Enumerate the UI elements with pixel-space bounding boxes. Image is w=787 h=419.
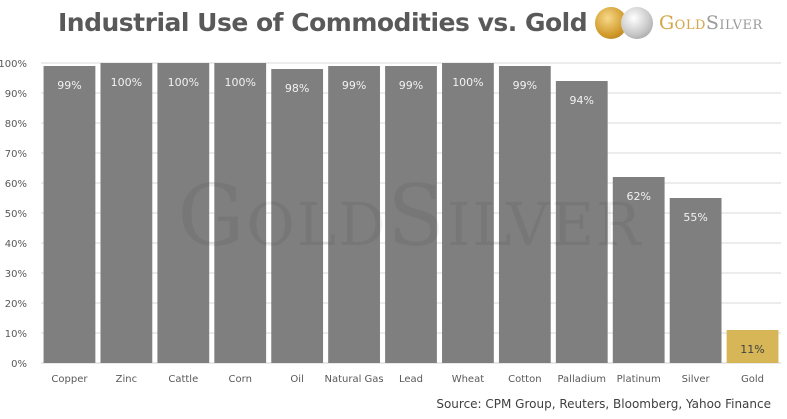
data-label: 11% (740, 343, 764, 356)
x-tick-label: Lead (399, 374, 423, 385)
y-tick-label: 100% (0, 59, 27, 70)
bar-natural-gas (328, 66, 380, 363)
bar-platinum (612, 177, 665, 363)
chart-title: Industrial Use of Commodities vs. Gold (58, 8, 588, 37)
y-tick-label: 40% (5, 239, 27, 250)
x-tick-label: Cattle (168, 374, 198, 385)
x-tick-label: Zinc (116, 374, 137, 385)
data-label: 99% (342, 79, 366, 92)
bars (43, 63, 779, 363)
data-label: 98% (285, 82, 309, 95)
bar-lead (385, 66, 437, 363)
x-tick-label: Oil (290, 374, 303, 385)
data-label: 62% (626, 190, 650, 203)
data-label: 99% (513, 79, 537, 92)
bar-copper (43, 66, 96, 363)
x-tick-label: Platinum (617, 374, 661, 385)
bar-corn (214, 63, 267, 363)
data-label: 55% (683, 211, 707, 224)
source-note: Source: CPM Group, Reuters, Bloomberg, Y… (436, 397, 771, 411)
data-label: 100% (168, 76, 199, 89)
x-tick-label: Silver (682, 374, 711, 385)
x-tick-label: Natural Gas (324, 374, 383, 385)
logo-text-gold: Gold (659, 12, 706, 34)
x-tick-label: Palladium (557, 374, 606, 385)
logo-text-silver: Silver (705, 12, 763, 34)
y-axis-labels: 0% 10% 20% 30% 40% 50% 60% 70% 80% 90% 100% (0, 59, 27, 370)
silver-coin-icon (621, 7, 653, 39)
bar-oil (271, 69, 324, 363)
bar-palladium (555, 81, 608, 363)
data-label: 99% (399, 79, 423, 92)
y-tick-label: 30% (5, 269, 27, 280)
data-labels: 99% 100% 100% 100% 98% 99% 99% 100% 99% 94% 62% 55%… (57, 76, 765, 356)
data-label: 100% (225, 76, 256, 89)
watermark: GoldSilver (177, 167, 642, 265)
x-tick-label: Gold (741, 374, 764, 385)
x-axis-labels: Copper Zinc Cattle Corn Oil Natural Gas Lead Wh… (51, 374, 764, 385)
bar-silver (669, 198, 722, 363)
y-tick-label: 50% (5, 209, 27, 220)
logo-text: GoldSilver (659, 12, 763, 34)
y-tick-label: 0% (11, 359, 27, 370)
data-label: 99% (57, 79, 81, 92)
bar-cattle (157, 63, 210, 363)
bar-cotton (498, 66, 551, 363)
y-tick-label: 10% (5, 329, 27, 340)
y-tick-label: 60% (5, 179, 27, 190)
y-tick-label: 90% (5, 89, 27, 100)
y-tick-label: 80% (5, 119, 27, 130)
bar-wheat (442, 63, 494, 363)
bar-zinc (100, 63, 153, 363)
bar-gold (726, 330, 779, 363)
y-tick-label: 70% (5, 149, 27, 160)
x-tick-label: Copper (51, 374, 88, 385)
x-tick-label: Wheat (452, 374, 485, 385)
data-label: 100% (452, 76, 483, 89)
y-tick-label: 20% (5, 299, 27, 310)
goldsilver-logo: GoldSilver (595, 5, 763, 41)
data-label: 100% (111, 76, 142, 89)
x-tick-label: Cotton (508, 374, 541, 385)
x-tick-label: Corn (229, 374, 252, 385)
data-label: 94% (570, 94, 594, 107)
